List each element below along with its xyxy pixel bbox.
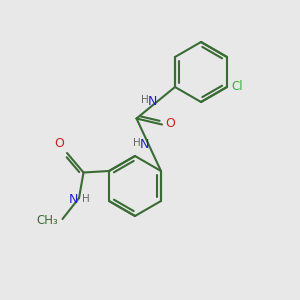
Text: H: H	[141, 95, 149, 105]
Text: N: N	[148, 95, 157, 108]
Text: N: N	[140, 138, 149, 151]
Text: H: H	[134, 138, 141, 148]
Text: O: O	[55, 137, 64, 150]
Text: Cl: Cl	[232, 80, 243, 94]
Text: O: O	[166, 116, 176, 130]
Text: CH₃: CH₃	[36, 214, 58, 227]
Text: N: N	[69, 193, 78, 206]
Text: H: H	[82, 194, 89, 205]
